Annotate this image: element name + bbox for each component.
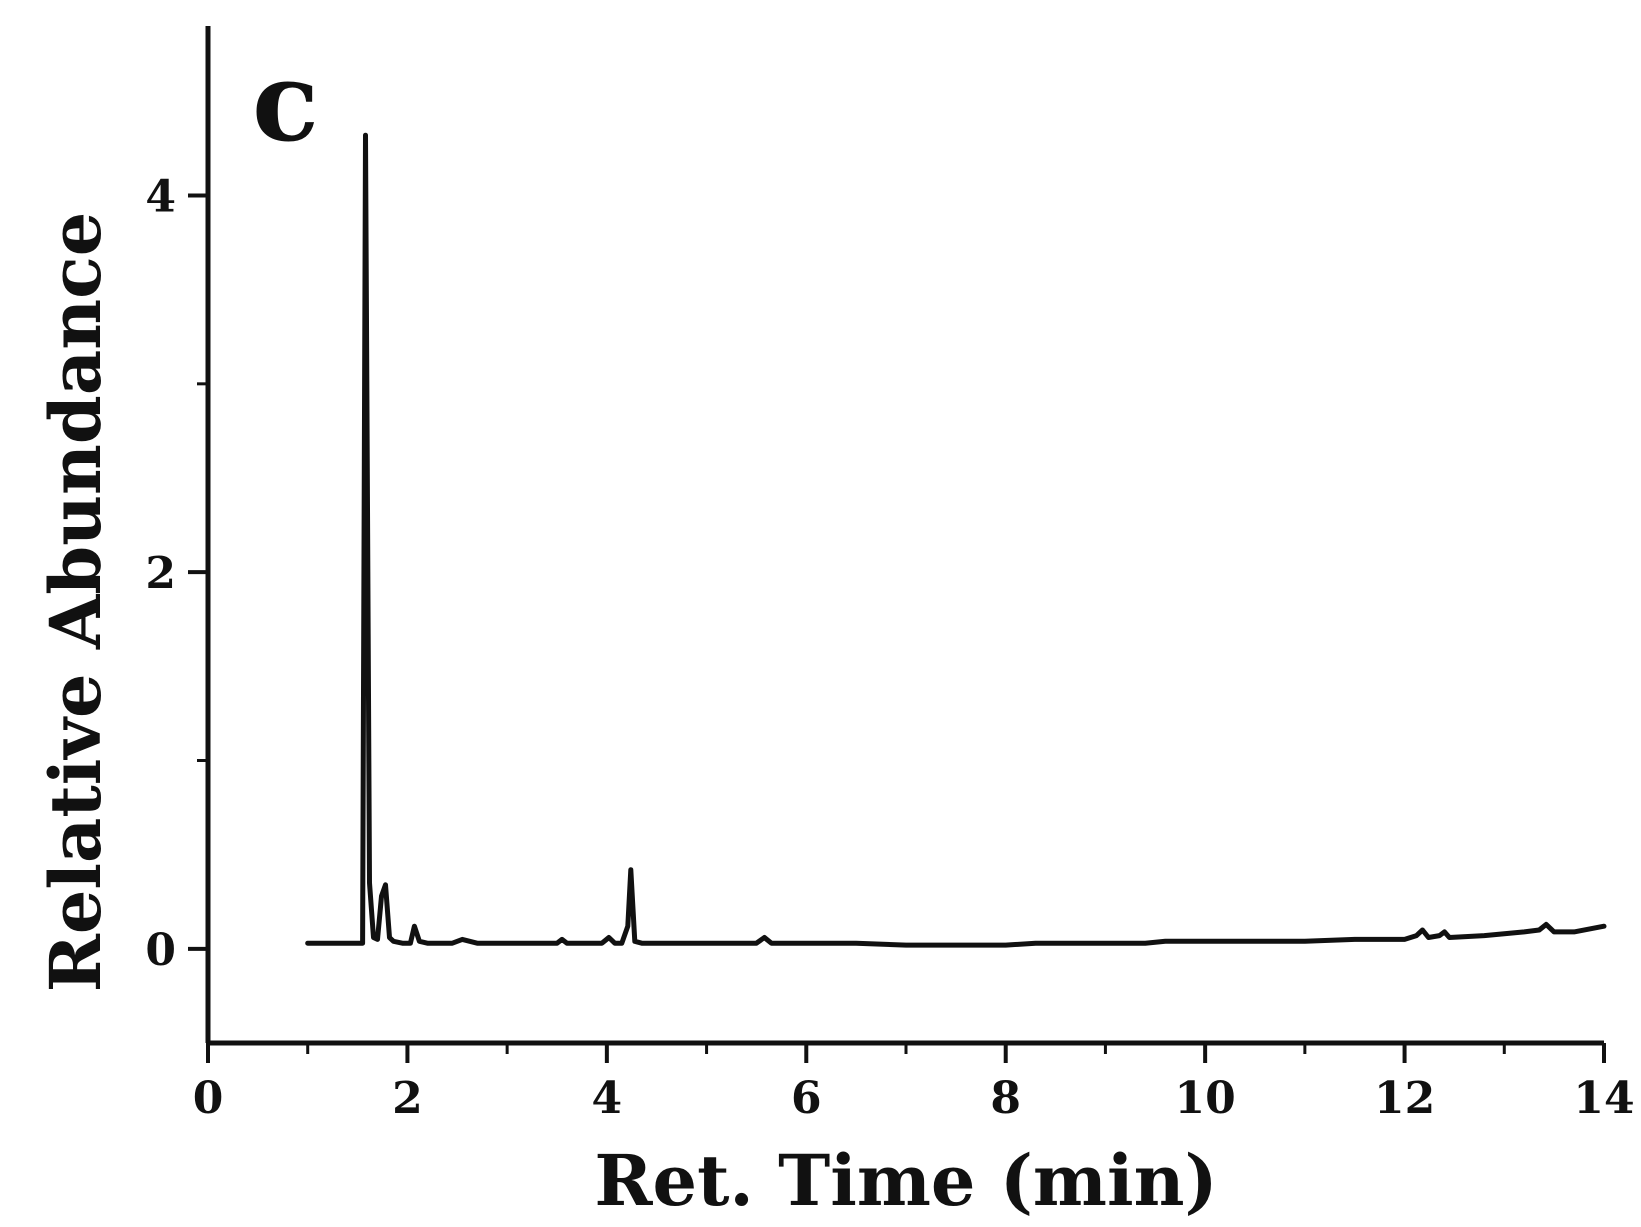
x-tick-label: 4 (592, 1073, 623, 1124)
y-axis-title: Relative Abundance (34, 212, 117, 993)
y-tick-label: 4 (145, 172, 176, 223)
x-tick-label: 10 (1175, 1073, 1236, 1124)
x-tick-label: 12 (1374, 1073, 1435, 1124)
x-tick-label: 6 (791, 1073, 822, 1124)
chromatogram-trace (305, 132, 1607, 948)
x-axis-title: Ret. Time (min) (594, 1139, 1217, 1222)
y-tick-label: 0 (145, 925, 176, 976)
x-tick-label: 8 (990, 1073, 1021, 1124)
x-tick-label: 0 (193, 1073, 224, 1124)
x-ticks: 0 2 4 6 8 10 12 14 (193, 1043, 1635, 1124)
panel-label: c (252, 37, 319, 166)
y-ticks: 0 2 4 (145, 172, 208, 976)
x-tick-label: 14 (1573, 1073, 1634, 1124)
y-tick-label: 2 (145, 548, 176, 599)
axes (205, 26, 1604, 1046)
x-tick-label: 2 (392, 1073, 423, 1124)
